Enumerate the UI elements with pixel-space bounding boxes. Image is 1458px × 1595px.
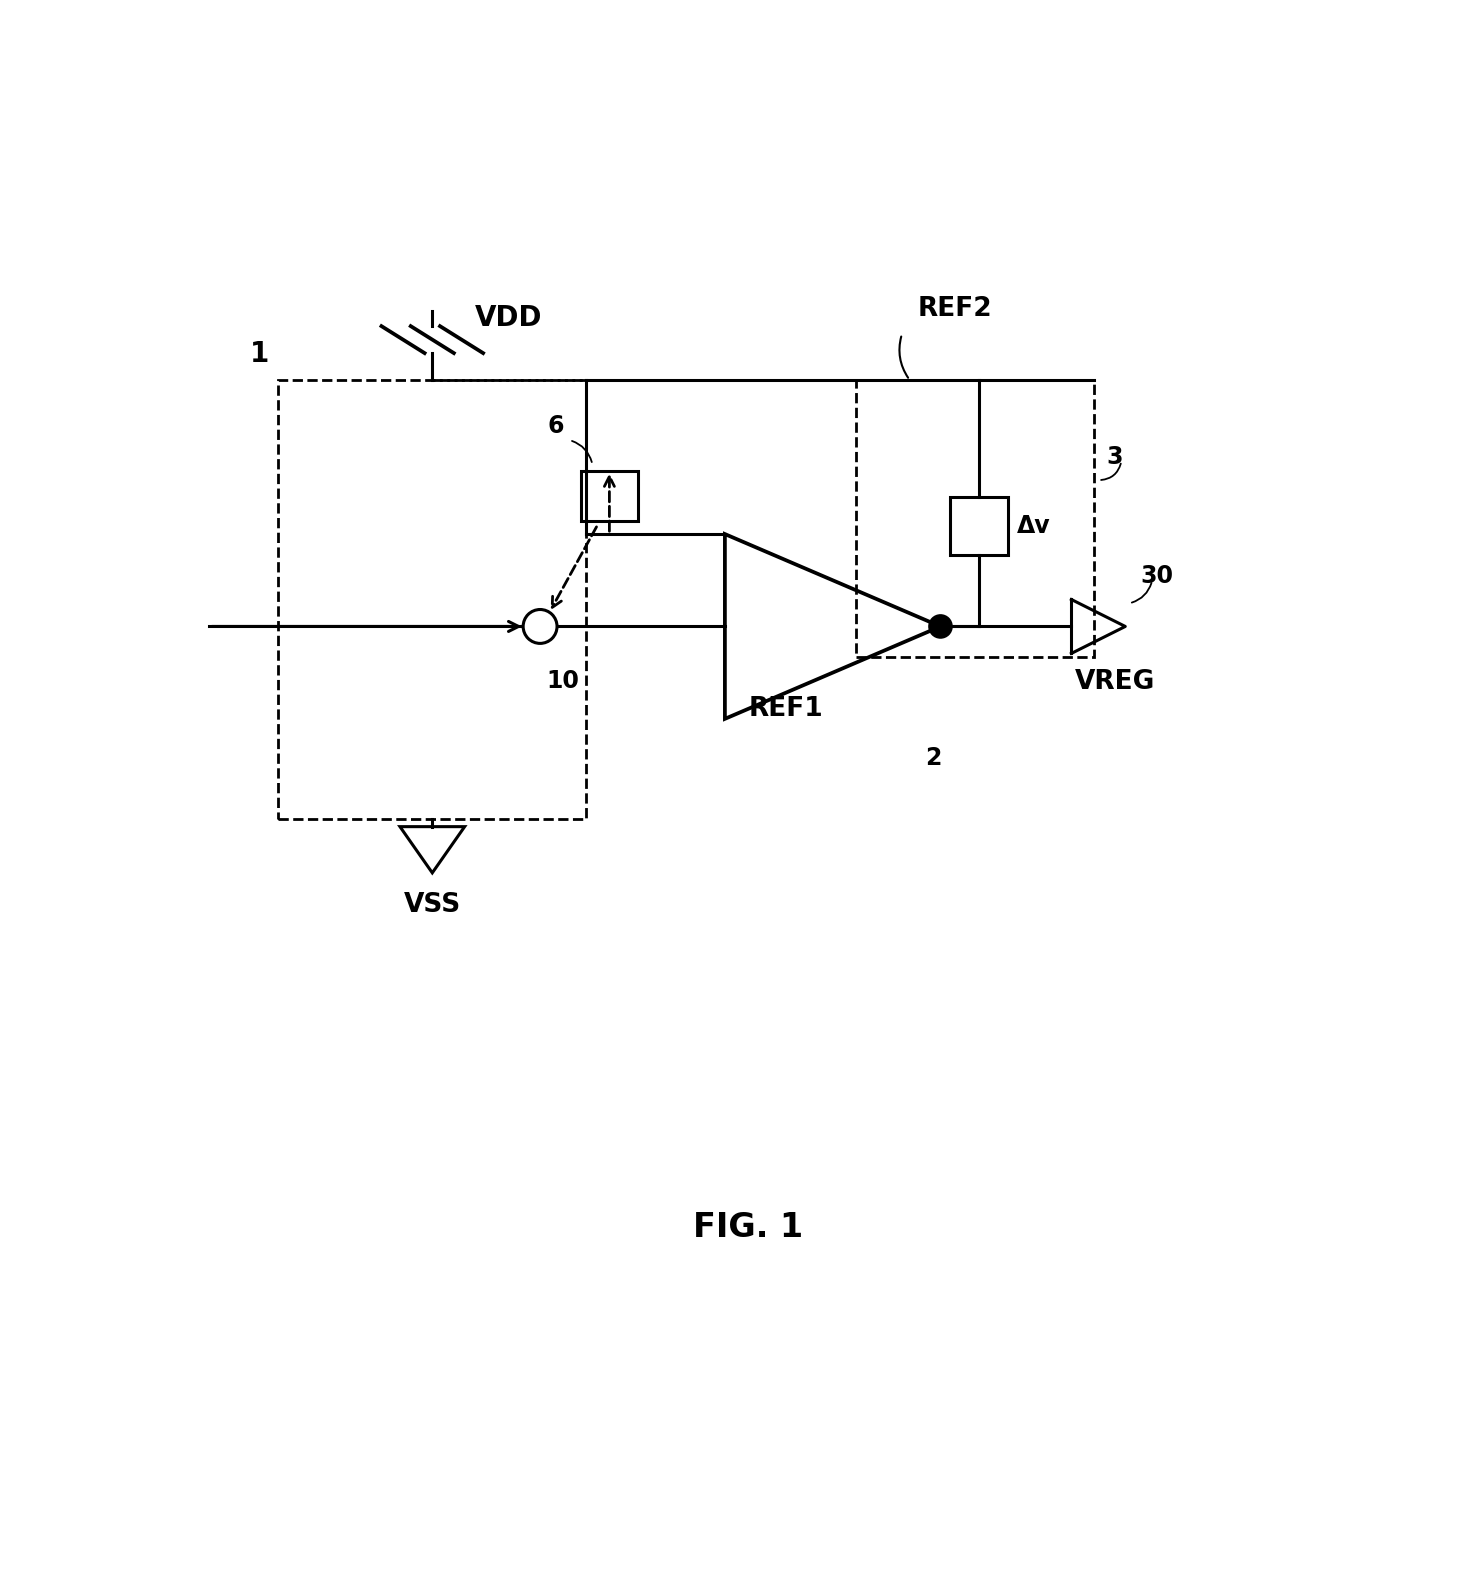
Bar	[951, 498, 1007, 555]
Text: VREG: VREG	[1075, 668, 1156, 695]
Circle shape	[523, 609, 557, 643]
Text: 30: 30	[1140, 565, 1174, 589]
Text: REF2: REF2	[917, 297, 991, 322]
Text: FIG. 1: FIG. 1	[693, 1211, 803, 1244]
Text: VSS: VSS	[404, 892, 461, 919]
Text: VDD: VDD	[475, 305, 542, 332]
Text: Δv: Δv	[1018, 514, 1051, 539]
Bar	[580, 471, 639, 520]
Text: 1: 1	[249, 340, 268, 368]
Text: 10: 10	[547, 668, 579, 692]
Circle shape	[930, 616, 951, 638]
Text: 2: 2	[924, 746, 942, 770]
Text: 6: 6	[547, 413, 564, 437]
Text: 3: 3	[1107, 445, 1123, 469]
Text: REF1: REF1	[749, 695, 824, 723]
